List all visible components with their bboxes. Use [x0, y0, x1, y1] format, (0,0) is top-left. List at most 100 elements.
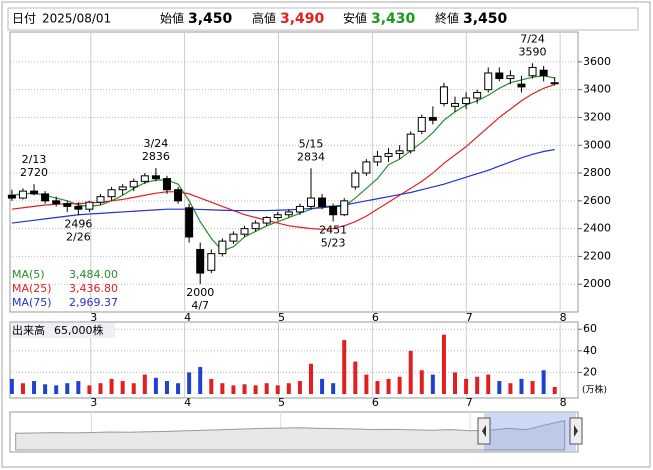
volume-last: 65,000株: [54, 323, 104, 337]
volume-bar: [76, 381, 81, 394]
candle-body: [30, 190, 39, 195]
volume-bar: [519, 378, 524, 394]
volume-title: 出来高: [12, 323, 45, 337]
candle-body: [495, 72, 504, 80]
candle-body: [118, 186, 127, 191]
volume-bar: [54, 385, 59, 394]
open-value: 3,450: [188, 11, 233, 27]
volume-bar: [142, 374, 147, 394]
volume-bar: [331, 383, 336, 394]
x-tick-label: 8: [560, 311, 567, 324]
x-tick-label: 5: [278, 396, 285, 409]
y-tick-label: 2400: [583, 222, 611, 235]
candle-body: [329, 205, 338, 216]
volume-bar: [552, 386, 557, 394]
high-label: 高値: [252, 11, 276, 26]
candle-body: [107, 189, 116, 198]
low-value: 3,430: [371, 11, 416, 27]
volume-bar: [308, 363, 313, 394]
candle-body: [140, 175, 149, 182]
candle-body: [439, 86, 448, 105]
y-tick-label: 2600: [583, 194, 611, 207]
candle-body: [151, 175, 160, 180]
candle-body: [52, 200, 61, 205]
candle-body: [218, 240, 227, 255]
candle-body: [373, 155, 382, 163]
candle-body: [251, 222, 260, 230]
candle-body: [85, 201, 94, 210]
volume-bar: [253, 385, 258, 394]
candle-body: [395, 150, 404, 155]
volume-bar: [153, 377, 158, 394]
annotation-date: 2/26: [66, 230, 91, 243]
handle-arrow: [482, 425, 486, 437]
volume-bar: [475, 376, 480, 394]
navigator-area: [15, 419, 566, 451]
candle-body: [451, 103, 460, 107]
date-label: 日付: [12, 12, 36, 26]
annotation-value: 2000: [186, 286, 214, 299]
candle-body: [362, 161, 371, 174]
candle-body: [63, 203, 72, 207]
volume-bar: [364, 374, 369, 394]
candle-body: [417, 116, 426, 132]
volume-bar: [187, 372, 192, 394]
volume-bar: [43, 384, 48, 394]
candle-body: [174, 189, 183, 202]
x-tick-label: 4: [184, 396, 191, 409]
x-tick-label: 5: [278, 311, 285, 324]
candle-body: [96, 196, 105, 203]
candle-body: [306, 197, 315, 207]
volume-bar: [131, 383, 136, 394]
legend-name: MA(25): [12, 282, 52, 295]
volume-bar: [32, 381, 37, 394]
volume-bar: [441, 334, 446, 394]
navigator-window: [484, 413, 576, 451]
volume-bar: [397, 376, 402, 394]
volume-bar: [430, 374, 435, 394]
open-label: 始値: [160, 11, 184, 26]
legend-value: 3,484.00: [69, 268, 118, 281]
volume-bar: [20, 383, 25, 394]
legend-value: 3,436.80: [69, 282, 118, 295]
handle-arrow: [574, 425, 578, 437]
annotation-date: 5/23: [321, 237, 346, 250]
volume-bar: [464, 378, 469, 394]
volume-bar: [375, 381, 380, 394]
low-label: 安値: [343, 11, 367, 26]
x-tick-label: 6: [372, 396, 379, 409]
candle-body: [74, 205, 83, 210]
candle-body: [384, 153, 393, 157]
volume-bar: [275, 385, 280, 394]
y-tick-label: 3200: [583, 110, 611, 123]
candle-body: [196, 248, 205, 274]
volume-bar: [508, 383, 513, 394]
volume-bar: [87, 385, 92, 394]
volume-panel: [9, 321, 579, 399]
candle-body: [41, 193, 50, 202]
candle-body: [18, 190, 27, 199]
candle-body: [318, 197, 327, 207]
volume-bar: [9, 378, 14, 394]
close-label: 終値: [435, 11, 459, 26]
annotation-date: 5/15: [299, 137, 324, 150]
x-tick-label: 3: [90, 311, 97, 324]
candle-body: [273, 214, 282, 219]
annotation-date: 3/24: [144, 137, 169, 150]
volume-bar: [109, 378, 114, 394]
annotation-date: 4/7: [191, 299, 209, 312]
volume-bar: [286, 383, 291, 394]
y-tick-label: 60: [583, 322, 597, 335]
volume-bar: [98, 383, 103, 394]
x-tick-label: 6: [372, 311, 379, 324]
candle-body: [473, 91, 482, 99]
volume-bar: [120, 381, 125, 394]
annotation-date: 2/13: [22, 153, 47, 166]
annotation-date: 7/24: [520, 32, 545, 45]
volume-bar: [541, 370, 546, 394]
volume-bar: [231, 385, 236, 394]
candle-body: [484, 72, 493, 91]
volume-bar: [320, 378, 325, 394]
annotation-value: 2834: [297, 150, 325, 163]
